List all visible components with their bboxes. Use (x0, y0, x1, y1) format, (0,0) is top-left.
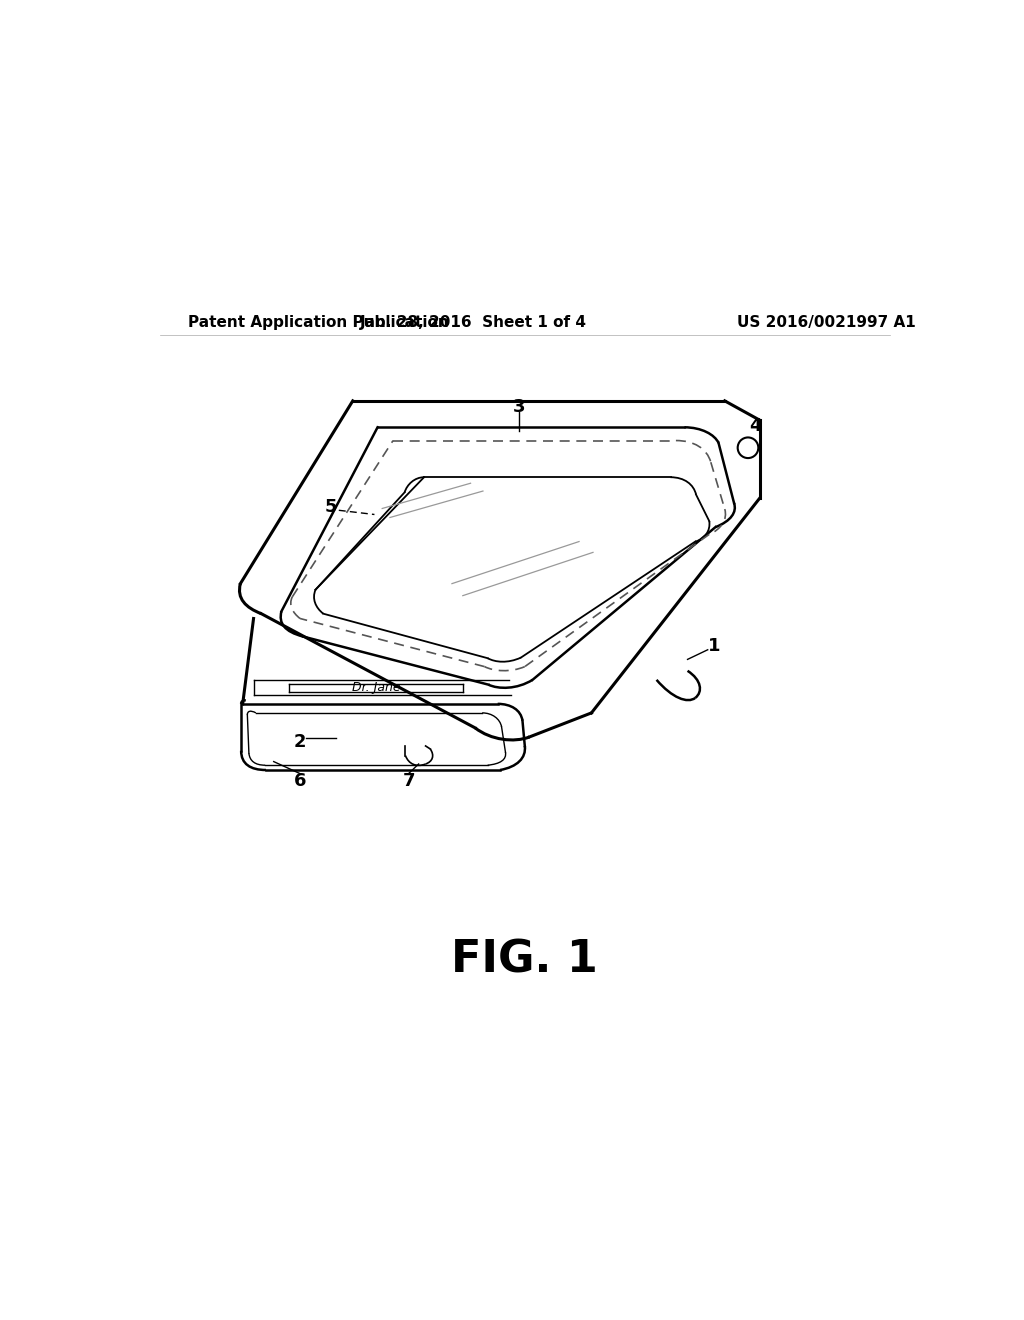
Text: Jan. 28, 2016  Sheet 1 of 4: Jan. 28, 2016 Sheet 1 of 4 (359, 315, 587, 330)
Text: 6: 6 (294, 772, 306, 789)
Text: 1: 1 (708, 636, 720, 655)
Text: 4: 4 (750, 417, 762, 436)
Text: 3: 3 (512, 397, 525, 416)
Text: US 2016/0021997 A1: US 2016/0021997 A1 (737, 315, 915, 330)
Text: 7: 7 (402, 772, 415, 789)
Text: 2: 2 (294, 733, 306, 751)
Text: Patent Application Publication: Patent Application Publication (187, 315, 449, 330)
Text: 5: 5 (325, 498, 337, 516)
Text: FIG. 1: FIG. 1 (452, 939, 598, 982)
Text: Dr. Jane: Dr. Jane (351, 681, 400, 694)
